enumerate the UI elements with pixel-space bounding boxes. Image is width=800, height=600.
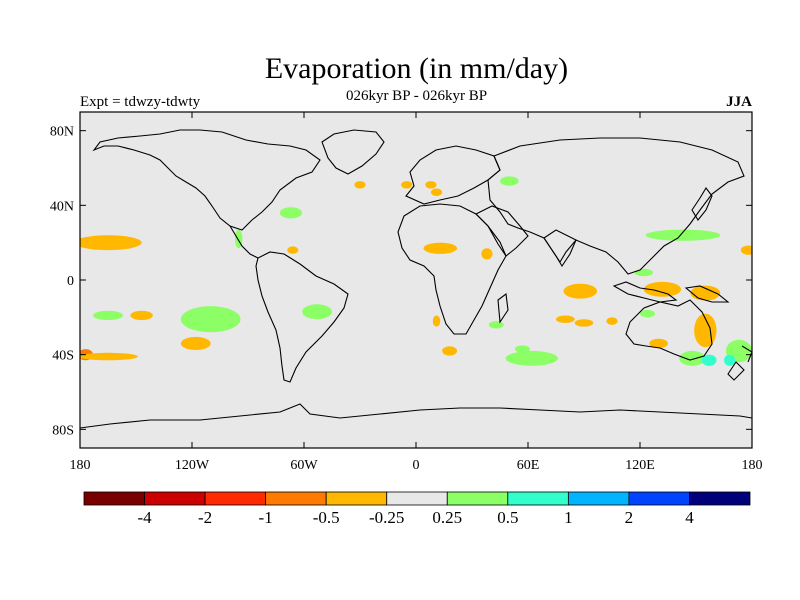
lon-tick-label: 60E [517,458,540,473]
colorbar-label: 0.5 [497,508,518,527]
colorbar-label: -1 [259,508,273,527]
coastline-central-america [229,225,259,259]
coastline-antarctica [80,403,752,429]
coastlines [80,129,752,429]
anomaly-region [442,346,458,356]
lon-tick-label: 180 [70,458,91,473]
coastline-arabia [475,205,529,257]
anomaly-region [679,350,706,366]
colorbar-label: -0.25 [369,508,404,527]
anomaly-region [505,350,558,366]
anomaly-region [425,181,437,189]
anomaly-region [645,229,721,241]
anomaly-region [401,181,413,189]
lat-tick-label: 40N [50,199,74,214]
anomaly-region [287,246,299,254]
colorbar-label: 1 [564,508,573,527]
colorbar-label: -2 [198,508,212,527]
anomaly-region [130,310,153,321]
colorbar-swatch [204,491,267,506]
lat-tick-label: 0 [67,274,74,289]
coastline-north-america [92,129,321,231]
lon-tick-label: 120E [625,458,655,473]
anomaly-region [80,352,138,361]
anomaly-region [643,281,682,297]
lon-tick-label: 120W [175,458,210,473]
experiment-label: Expt = tdwzy-tdwty [80,94,201,110]
anomaly-region [488,321,504,329]
anomaly-region [302,304,333,320]
anomaly-region [640,309,655,318]
coastline-new-zealand [727,345,752,381]
coastline-africa [397,203,507,335]
colorbar-label: -0.5 [313,508,340,527]
lon-tick-label: 180 [742,458,763,473]
anomaly-region [514,345,530,353]
coastline-madagascar [497,292,509,324]
anomaly-region [701,354,717,366]
anomaly-region [563,283,598,299]
colorbar-label: 2 [625,508,634,527]
anomaly-region [500,176,519,186]
anomaly-region [690,285,721,301]
coastline-india [543,229,577,268]
colorbar-swatch [446,491,509,506]
plot-subtitle: 026kyr BP - 026kyr BP [345,88,488,104]
colorbar-label: -4 [137,508,152,527]
anomaly-region [432,315,441,327]
lat-tick-label: 80N [50,125,74,140]
colorbar-swatch [507,491,569,506]
plot-title: Evaporation (in mm/day) [264,52,569,85]
coastline-japan [691,187,713,221]
anomaly-region [740,245,752,255]
coastline-australia [625,299,713,361]
lon-tick-label: 0 [413,458,420,473]
anomaly-region [354,181,366,189]
anomaly-region [279,207,303,219]
colorbar-label: 0.25 [432,508,462,527]
lon-tick-label: 60W [290,458,318,473]
anomaly-region [423,242,458,254]
lat-tick-label: 80S [52,423,74,438]
axis-ticks: 80N 40N 0 40S 80S 180 120W 60W 0 60E 120E 180 [50,112,763,473]
lat-tick-label: 40S [52,349,74,364]
anomaly-region [481,248,493,260]
colorbar-swatch [144,491,206,506]
colorbar-swatch [265,491,327,506]
coastline-south-america [255,251,349,383]
anomaly-region [634,268,654,277]
anomaly-region [430,188,443,196]
anomaly-region [180,336,211,351]
anomaly-region [80,235,142,251]
colorbar-swatch [628,491,690,506]
anomaly-region [556,315,575,323]
anomaly-region [724,354,736,366]
colorbar-swatch [689,491,751,506]
anomaly-region [649,338,669,349]
coastline-indonesia [612,281,730,303]
anomaly-region [93,310,123,321]
colorbar: -4 -2 -1 -0.5 -0.25 0.25 0.5 1 2 4 [83,491,751,527]
anomaly-region [180,306,241,333]
colorbar-swatch [386,491,448,506]
season-label: JJA [726,94,752,110]
coastline-greenland [321,129,385,175]
coastline-asia [487,137,745,275]
colorbar-swatch [567,491,630,506]
colorbar-label: 4 [685,508,694,527]
colorbar-swatch [325,491,388,506]
colorbar-swatch [83,491,145,506]
anomaly-region [606,317,618,325]
map-background [80,112,752,448]
anomaly-region [574,319,594,327]
